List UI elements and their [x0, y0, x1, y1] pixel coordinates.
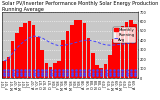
Bar [129, 20, 133, 78]
Bar [125, 22, 128, 78]
Bar [95, 65, 99, 78]
Legend: Monthly, Running
Avg: Monthly, Running Avg [113, 27, 136, 43]
Bar [121, 26, 124, 78]
Bar [40, 50, 44, 78]
Bar [15, 33, 19, 78]
Bar [66, 31, 69, 78]
Bar [28, 21, 31, 78]
Bar [100, 68, 103, 78]
Bar [133, 24, 137, 78]
Bar [32, 25, 36, 78]
Bar [83, 23, 86, 78]
Bar [61, 40, 65, 78]
Bar [19, 27, 23, 78]
Bar [91, 52, 95, 78]
Bar [24, 23, 27, 78]
Bar [11, 41, 14, 78]
Bar [7, 57, 10, 78]
Bar [45, 63, 48, 78]
Bar [36, 36, 40, 78]
Bar [49, 67, 52, 78]
Bar [116, 30, 120, 78]
Bar [57, 61, 61, 78]
Bar [2, 61, 6, 78]
Bar [70, 25, 73, 78]
Bar [112, 39, 116, 78]
Text: Solar PV/Inverter Performance Monthly Solar Energy Production Running Average: Solar PV/Inverter Performance Monthly So… [2, 1, 158, 12]
Bar [74, 20, 78, 78]
Bar [78, 20, 82, 78]
Bar [53, 63, 57, 78]
Bar [104, 64, 107, 78]
Bar [108, 55, 112, 78]
Bar [87, 38, 90, 78]
